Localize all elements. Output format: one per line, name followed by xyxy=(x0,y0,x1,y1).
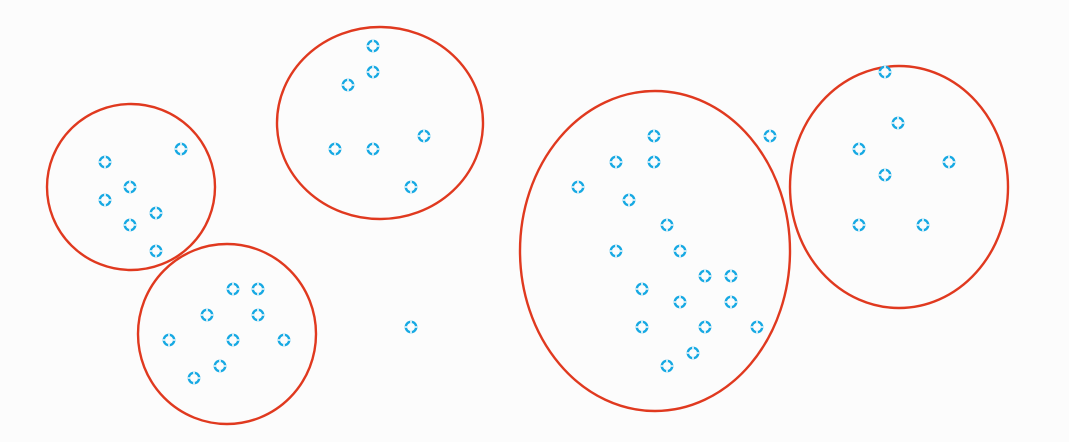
cluster-3-point-6 xyxy=(366,142,380,156)
cluster-2-point-2 xyxy=(251,282,265,296)
cluster-outlines xyxy=(45,25,1010,426)
cluster-3-point-3 xyxy=(341,78,355,92)
cluster-1-point-4 xyxy=(98,193,112,207)
cluster-4-point-12 xyxy=(673,295,687,309)
cluster-4-point-14 xyxy=(635,320,649,334)
cluster-5-point-7 xyxy=(916,218,930,232)
cluster-1-point-2 xyxy=(174,142,188,156)
cluster-3-point-5 xyxy=(328,142,342,156)
cluster-4-point-4 xyxy=(571,180,585,194)
cluster-4-point-5 xyxy=(622,193,636,207)
cluster-3-point-1 xyxy=(366,39,380,53)
outlier-point-2 xyxy=(404,320,418,334)
cluster-2-point-3 xyxy=(200,308,214,322)
cluster-3-point-7 xyxy=(404,180,418,194)
cluster-2-point-8 xyxy=(213,359,227,373)
cluster-2-point-9 xyxy=(187,371,201,385)
cluster-2-point-7 xyxy=(277,333,291,347)
cluster-4-point-18 xyxy=(660,359,674,373)
cluster-3-point-4 xyxy=(417,129,431,143)
cluster-4-point-7 xyxy=(609,244,623,258)
cluster-4-point-10 xyxy=(724,269,738,283)
cluster-4-point-17 xyxy=(686,346,700,360)
cluster-5-point-5 xyxy=(878,168,892,182)
cluster-5-outline xyxy=(788,64,1010,310)
cluster-3-point-2 xyxy=(366,65,380,79)
cluster-4-point-9 xyxy=(698,269,712,283)
cluster-4-point-11 xyxy=(635,282,649,296)
cluster-4-outline xyxy=(518,89,792,413)
cluster-4-point-3 xyxy=(647,155,661,169)
cluster-2-point-6 xyxy=(226,333,240,347)
cluster-4-point-16 xyxy=(750,320,764,334)
data-points xyxy=(98,39,956,385)
cluster-5-point-3 xyxy=(852,142,866,156)
cluster-5-point-4 xyxy=(942,155,956,169)
cluster-2-point-5 xyxy=(162,333,176,347)
cluster-2-outline xyxy=(136,242,318,426)
cluster-4-point-6 xyxy=(660,218,674,232)
cluster-5-point-2 xyxy=(891,116,905,130)
cluster-5-point-6 xyxy=(852,218,866,232)
cluster-4-point-8 xyxy=(673,244,687,258)
cluster-1-point-5 xyxy=(149,206,163,220)
cluster-5-point-1 xyxy=(878,65,892,79)
cluster-4-point-15 xyxy=(698,320,712,334)
cluster-1-point-7 xyxy=(149,244,163,258)
cluster-1-outline xyxy=(45,102,217,272)
cluster-4-point-13 xyxy=(724,295,738,309)
cluster-1-point-6 xyxy=(123,218,137,232)
cluster-2-point-4 xyxy=(251,308,265,322)
cluster-1-point-3 xyxy=(123,180,137,194)
cluster-1-point-1 xyxy=(98,155,112,169)
cluster-2-point-1 xyxy=(226,282,240,296)
outlier-point-1 xyxy=(763,129,777,143)
cluster-4-point-2 xyxy=(609,155,623,169)
cluster-3-outline xyxy=(275,25,485,221)
cluster-4-point-1 xyxy=(647,129,661,143)
